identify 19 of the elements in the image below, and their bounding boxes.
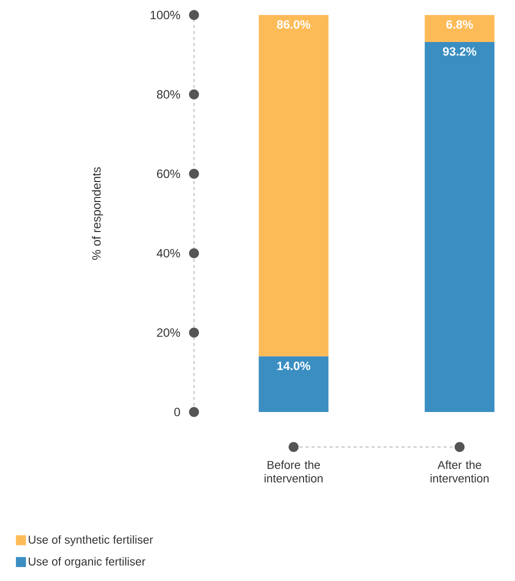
legend-label: Use of synthetic fertiliser [28, 535, 153, 546]
bar [258, 15, 328, 356]
data-label: 14.0% [277, 362, 310, 370]
bar [258, 356, 328, 412]
y-axis-title: % of respondents [92, 167, 104, 260]
x-tick-label: Before the intervention [264, 460, 323, 482]
bar [424, 42, 494, 412]
y-tick-label: 60% [157, 170, 180, 178]
x-tick-label: After the intervention [430, 460, 489, 482]
y-tick-label: 80% [156, 90, 180, 99]
y-tick-label: 40% [156, 248, 180, 258]
data-label: 93.2% [443, 47, 476, 56]
bar [424, 15, 494, 42]
y-tick-label: 20% [157, 328, 180, 337]
y-tick-label: 100% [150, 10, 180, 20]
y-tick-label: 0 [174, 408, 180, 416]
legend-label: Use of organic fertiliser [28, 557, 146, 568]
data-label: 6.8% [446, 20, 473, 29]
data-label: 86.0% [276, 20, 310, 29]
